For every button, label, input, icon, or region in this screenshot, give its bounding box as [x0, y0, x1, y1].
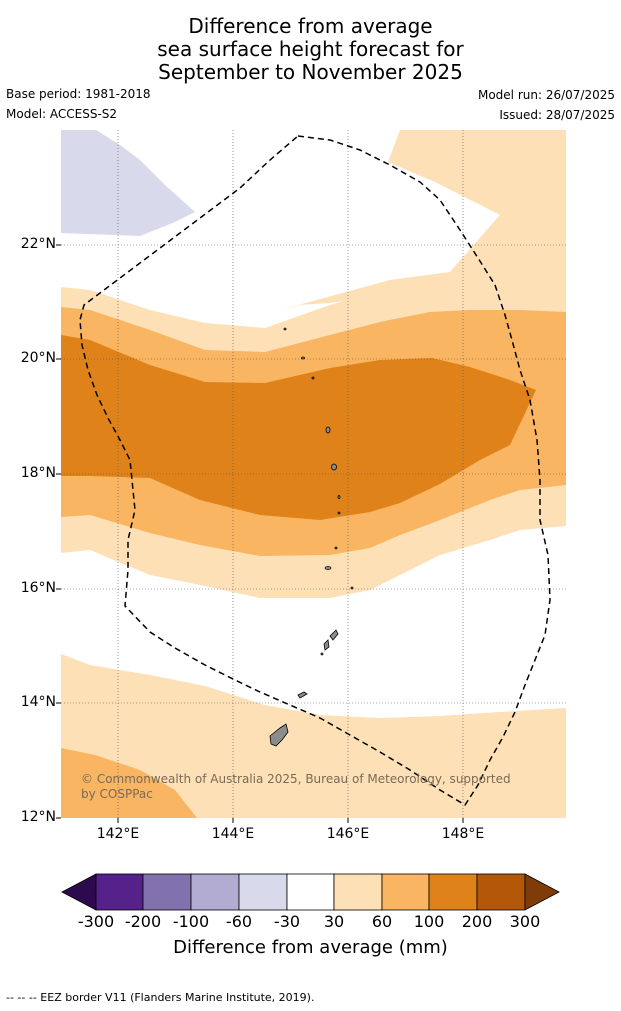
contour-30-region-south [61, 654, 566, 818]
lat-label-14N: 14°N [20, 694, 56, 710]
lat-label-16N: 16°N [20, 580, 56, 596]
colorbar-bin-9 [476, 873, 526, 911]
axis-ticks [56, 244, 464, 823]
colorbar-bin-5 [286, 873, 335, 911]
colorbar-bin-4 [238, 873, 288, 911]
model-run-text: Model run: 26/07/2025 [477, 88, 615, 102]
colorbar-bin-1 [95, 873, 144, 911]
lon-label-146E: 146°E [326, 826, 370, 842]
colorbar-bin-2 [142, 873, 192, 911]
colorbar-tick: 200 [461, 912, 493, 931]
colorbar-bin-6 [333, 873, 383, 911]
colorbar-tick: 100 [413, 912, 445, 931]
eez-legend-footer: -- -- -- EEZ border V11 (Flanders Marine… [6, 991, 315, 1004]
colorbar-extend-high [524, 873, 560, 911]
colorbar-tick: -60 [225, 912, 253, 931]
copyright-notice: © Commonwealth of Australia 2025, Bureau… [81, 772, 511, 801]
eez-border [79, 135, 551, 807]
issued-text: Issued: 28/07/2025 [499, 108, 615, 122]
colorbar-tick: 30 [323, 912, 345, 931]
colorbar-tick: -100 [172, 912, 210, 931]
contour-100-band [61, 335, 536, 520]
lat-label-22N: 22°N [20, 236, 56, 252]
lon-label-142E: 142°E [96, 826, 140, 842]
colorbar-tick: 300 [509, 912, 541, 931]
contour-60-region-southwest [61, 748, 197, 818]
colorbar-tick: -300 [77, 912, 115, 931]
colorbar-tick: -30 [273, 912, 301, 931]
colorbar-bin-3 [190, 873, 240, 911]
colorbar-tick: 60 [371, 912, 393, 931]
lat-label-18N: 18°N [20, 465, 56, 481]
map-title: Difference from average sea surface heig… [0, 15, 621, 84]
colorbar-extend-low [61, 873, 97, 911]
contour-minus30-region [61, 130, 195, 236]
mariana-islands [269, 327, 354, 747]
lat-label-12N: 12°N [20, 809, 56, 825]
lat-label-20N: 20°N [20, 350, 56, 366]
colorbar-tick: -200 [124, 912, 162, 931]
title-line-2: sea surface height forecast for [157, 37, 464, 61]
map-gridlines [61, 130, 566, 818]
title-line-1: Difference from average [188, 14, 433, 38]
model-text: Model: ACCESS-S2 [6, 107, 118, 121]
colorbar-label: Difference from average (mm) [173, 937, 448, 958]
base-period-text: Base period: 1981-2018 [6, 87, 151, 101]
colorbar-bin-8 [428, 873, 478, 911]
colorbar-bin-7 [381, 873, 430, 911]
title-line-3: September to November 2025 [158, 60, 463, 84]
lon-label-144E: 144°E [211, 826, 255, 842]
lon-label-148E: 148°E [441, 826, 485, 842]
